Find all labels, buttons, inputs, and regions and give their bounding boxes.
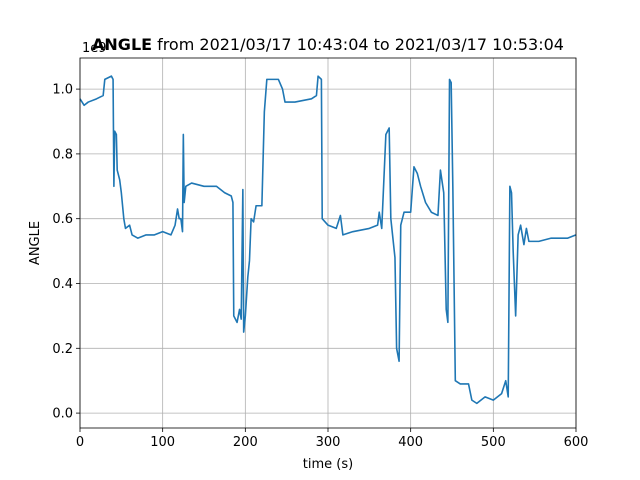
data-line — [79, 75, 577, 405]
title-bold: ANGLE — [92, 35, 152, 54]
x-tick-label: 100 — [150, 435, 175, 450]
y-tick-label: 1.0 — [52, 83, 73, 98]
x-tick-label: 500 — [481, 435, 506, 450]
y-tick-label: 0.0 — [52, 407, 73, 422]
x-axis-label: time (s) — [303, 457, 353, 472]
y-axis-label: ANGLE — [28, 221, 43, 265]
y-tick-label: 0.2 — [52, 342, 73, 357]
x-tick-label: 0 — [76, 435, 84, 450]
chart-title: ANGLE from 2021/03/17 10:43:04 to 2021/03… — [92, 35, 564, 54]
x-tick-label: 400 — [398, 435, 423, 450]
y-tick-label: 0.4 — [52, 277, 73, 292]
y-tick-label: 0.8 — [52, 147, 73, 162]
y-tick-label: 0.6 — [52, 212, 73, 227]
title-rest: from 2021/03/17 10:43:04 to 2021/03/17 1… — [157, 35, 564, 54]
x-tick-label: 200 — [233, 435, 258, 450]
x-tick-label: 300 — [316, 435, 341, 450]
x-tick-label: 600 — [564, 435, 589, 450]
y-offset-label: 1e9 — [82, 41, 107, 56]
plot-frame — [79, 57, 577, 429]
